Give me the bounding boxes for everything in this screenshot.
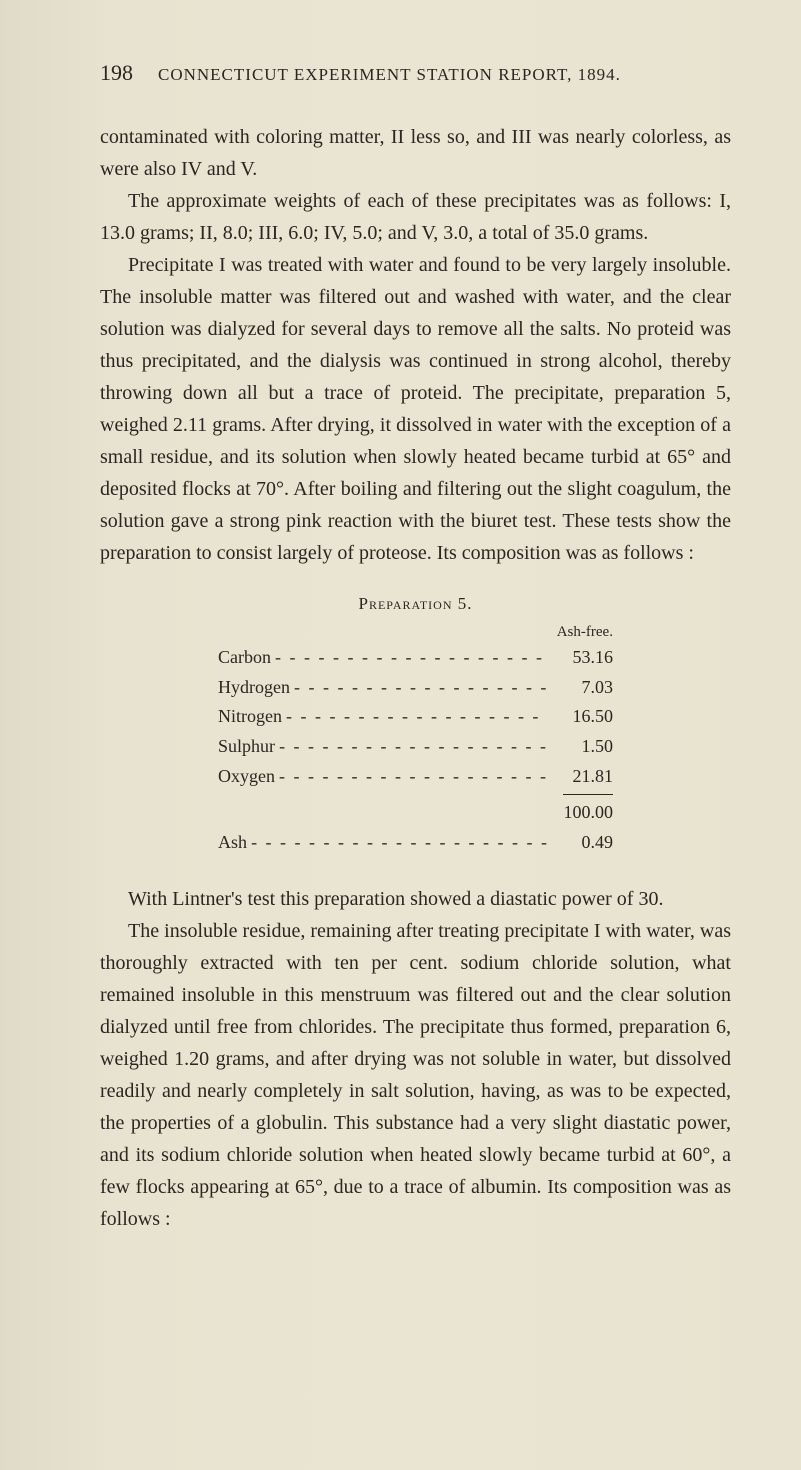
paragraph-4: With Lintner's test this preparation sho… — [100, 883, 731, 915]
row-label: Carbon — [218, 643, 271, 673]
ash-free-column-header: Ash-free. — [218, 624, 613, 641]
paragraph-5: The insoluble residue, remaining after t… — [100, 915, 731, 1235]
page-number: 198 — [100, 60, 133, 86]
row-dashes: - - - - - - - - - - - - - - - - - - — [290, 673, 553, 703]
preparation-table-section: Preparation 5. Ash-free. Carbon - - - - … — [100, 594, 731, 858]
row-dashes: - - - - - - - - - - - - - - - - - - - — [271, 643, 553, 673]
row-value: 7.03 — [553, 673, 613, 703]
table-ash-row: Ash - - - - - - - - - - - - - - - - - - … — [218, 828, 613, 858]
table-row: Carbon - - - - - - - - - - - - - - - - -… — [218, 643, 613, 673]
row-value: 53.16 — [553, 643, 613, 673]
document-page: 198 CONNECTICUT EXPERIMENT STATION REPOR… — [0, 0, 801, 1470]
ash-value: 0.49 — [553, 828, 613, 858]
table-row: Oxygen - - - - - - - - - - - - - - - - -… — [218, 762, 613, 792]
row-value: 21.81 — [553, 762, 613, 792]
row-label: Sulphur — [218, 732, 275, 762]
row-label: Oxygen — [218, 762, 275, 792]
table-total-row: 100.00 — [218, 798, 613, 828]
table-row: Sulphur - - - - - - - - - - - - - - - - … — [218, 732, 613, 762]
table-divider — [563, 794, 613, 795]
row-dashes: - - - - - - - - - - - - - - - - - - - — [275, 762, 553, 792]
body-text-block-1: contaminated with coloring matter, II le… — [100, 121, 731, 569]
total-value: 100.00 — [553, 798, 613, 828]
paragraph-1: contaminated with coloring matter, II le… — [100, 121, 731, 185]
paragraph-2: The approximate weights of each of these… — [100, 185, 731, 249]
row-dashes — [218, 798, 553, 828]
header-title: CONNECTICUT EXPERIMENT STATION REPORT, 1… — [158, 65, 621, 85]
page-header: 198 CONNECTICUT EXPERIMENT STATION REPOR… — [100, 60, 731, 86]
preparation-title: Preparation 5. — [100, 594, 731, 614]
preparation-table: Ash-free. Carbon - - - - - - - - - - - -… — [218, 624, 613, 858]
row-dashes: - - - - - - - - - - - - - - - - - - - - … — [247, 828, 553, 858]
ash-label: Ash — [218, 828, 247, 858]
body-text-block-2: With Lintner's test this preparation sho… — [100, 883, 731, 1235]
paragraph-3: Precipitate I was treated with water and… — [100, 249, 731, 569]
table-row: Nitrogen - - - - - - - - - - - - - - - -… — [218, 702, 613, 732]
row-value: 1.50 — [553, 732, 613, 762]
table-row: Hydrogen - - - - - - - - - - - - - - - -… — [218, 673, 613, 703]
row-label: Hydrogen — [218, 673, 290, 703]
row-value: 16.50 — [553, 702, 613, 732]
row-dashes: - - - - - - - - - - - - - - - - - - - — [275, 732, 553, 762]
row-dashes: - - - - - - - - - - - - - - - - - - — [282, 702, 553, 732]
row-label: Nitrogen — [218, 702, 282, 732]
